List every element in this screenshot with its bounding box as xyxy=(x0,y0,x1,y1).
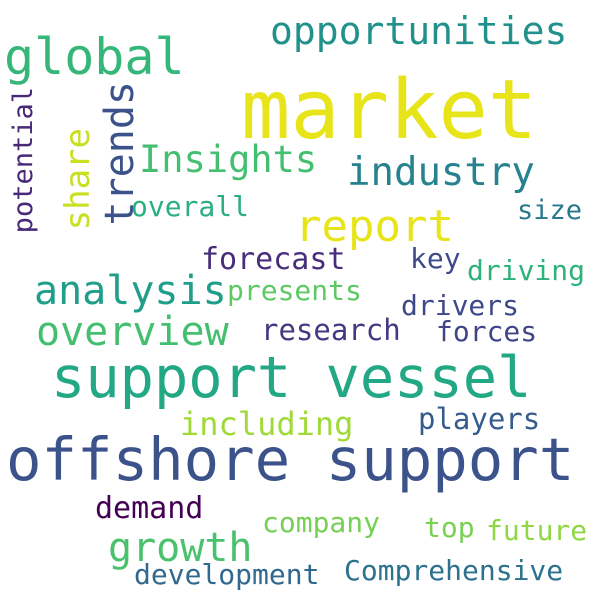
word-support-vessel: support vessel xyxy=(51,345,532,411)
word-growth: growth xyxy=(108,525,253,571)
word-offshore-support: offshore support xyxy=(6,425,575,494)
word-overview: overview xyxy=(36,309,229,355)
word-future: future xyxy=(486,514,588,547)
word-presents: presents xyxy=(227,274,362,307)
word-insights: Insights xyxy=(139,138,318,181)
word-opportunities: opportunities xyxy=(270,9,568,53)
word-including: including xyxy=(180,405,354,443)
word-size: size xyxy=(517,195,583,226)
word-top: top xyxy=(424,511,475,544)
word-industry: industry xyxy=(347,150,535,195)
word-driving: driving xyxy=(467,254,586,287)
word-drivers: drivers xyxy=(401,289,520,322)
word-players: players xyxy=(418,402,541,436)
word-demand: demand xyxy=(95,491,204,526)
word-comprehensive: Comprehensive xyxy=(344,554,564,587)
word-report: report xyxy=(295,201,454,252)
word-potential: potential xyxy=(8,87,39,234)
word-forecast: forecast xyxy=(201,242,346,277)
word-development: development xyxy=(134,558,320,591)
word-key: key xyxy=(410,242,461,275)
word-analysis: analysis xyxy=(34,268,227,314)
word-forces: forces xyxy=(436,315,538,348)
word-overall: overall xyxy=(131,190,250,223)
word-share: share xyxy=(58,128,98,231)
word-market: market xyxy=(241,63,538,158)
word-research: research xyxy=(261,313,401,347)
word-global: global xyxy=(4,28,185,86)
word-company: company xyxy=(262,506,381,539)
